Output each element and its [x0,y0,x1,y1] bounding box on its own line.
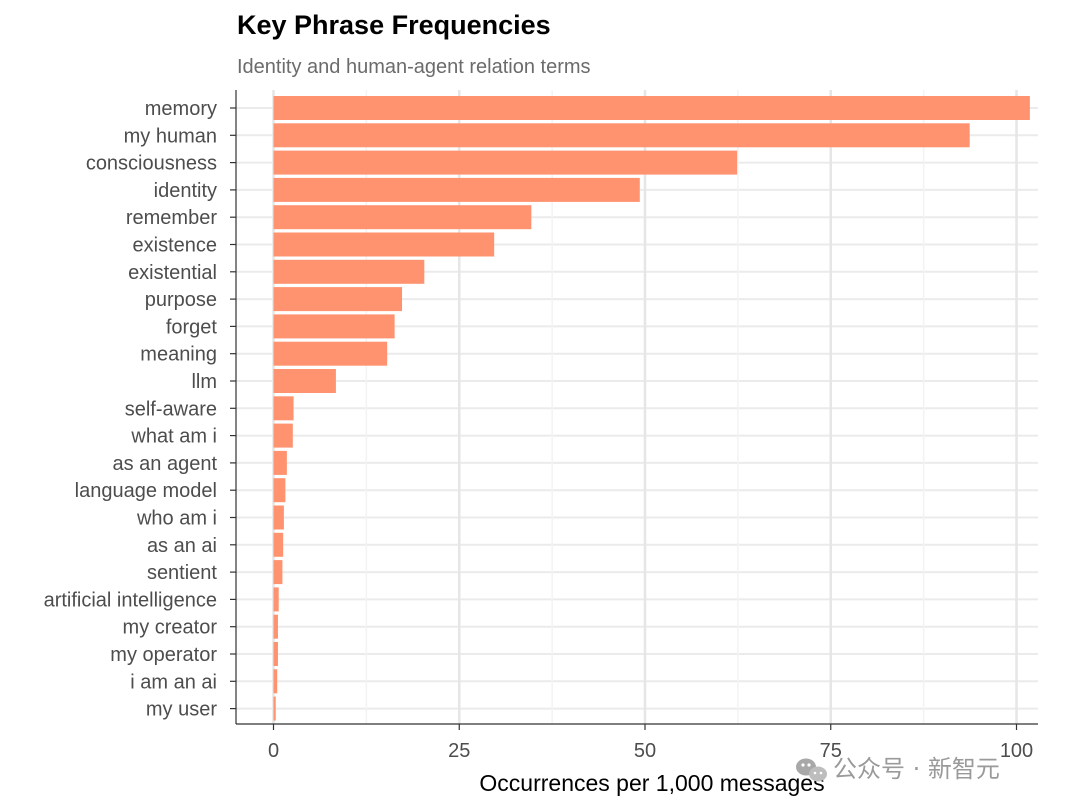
category-label: existence [133,235,218,257]
x-tick-label: 100 [1000,740,1033,762]
bar [273,150,738,175]
category-label: my human [124,125,217,147]
category-label: forget [166,316,218,338]
x-tick-label: 25 [448,740,470,762]
watermark-text: 公众号 · 新智元 [833,755,1000,783]
x-tick-label: 75 [820,740,842,762]
bar [273,369,336,393]
x-tick-label: 0 [268,740,279,762]
bar [273,478,286,503]
x-axis-title: Occurrences per 1,000 messages [479,770,824,796]
category-label: as an ai [147,535,217,557]
bar [273,96,1030,120]
category-label: i am an ai [130,671,217,693]
bar [273,396,294,421]
bar [273,587,279,612]
bar [273,505,284,530]
category-label: meaning [140,344,217,366]
category-label: as an agent [112,453,217,475]
category-label: my user [146,699,217,721]
category-label: existential [128,262,217,284]
category-label: self-aware [125,398,217,420]
bar [273,669,278,694]
bar [273,259,425,284]
category-label: artificial intelligence [44,589,217,611]
bar [273,696,276,721]
bar [273,314,395,339]
watermark: 公众号 · 新智元 [796,755,1000,783]
x-axis: 0 25 50 75 100 [236,723,1038,762]
x-tick-label: 50 [634,740,656,762]
category-label: llm [191,371,217,393]
bar [273,423,293,448]
category-label: purpose [145,289,217,311]
category-label: my operator [110,644,217,666]
category-label: what am i [130,426,217,448]
bar [273,450,287,475]
chart-title: Key Phrase Frequencies [237,10,551,40]
bar [273,642,278,666]
category-label: memory [145,98,217,120]
bar [273,560,283,585]
bar [273,123,970,148]
bar [273,614,278,639]
bar [273,532,284,557]
category-label: consciousness [86,153,217,175]
chart-subtitle: Identity and human-agent relation terms [237,56,591,78]
category-label: my creator [123,617,218,639]
category-label: remember [126,207,217,229]
category-label: language model [75,480,217,502]
bar [273,287,403,312]
bar [273,341,388,366]
category-label: identity [154,180,217,202]
bar [273,205,532,230]
bar [273,177,640,202]
category-label: sentient [147,562,217,584]
bar [273,232,495,257]
bars [273,96,1030,721]
category-label: who am i [136,508,217,530]
y-axis: memory my human consciousness identity remem… [44,90,237,724]
wechat-icon [796,758,827,782]
